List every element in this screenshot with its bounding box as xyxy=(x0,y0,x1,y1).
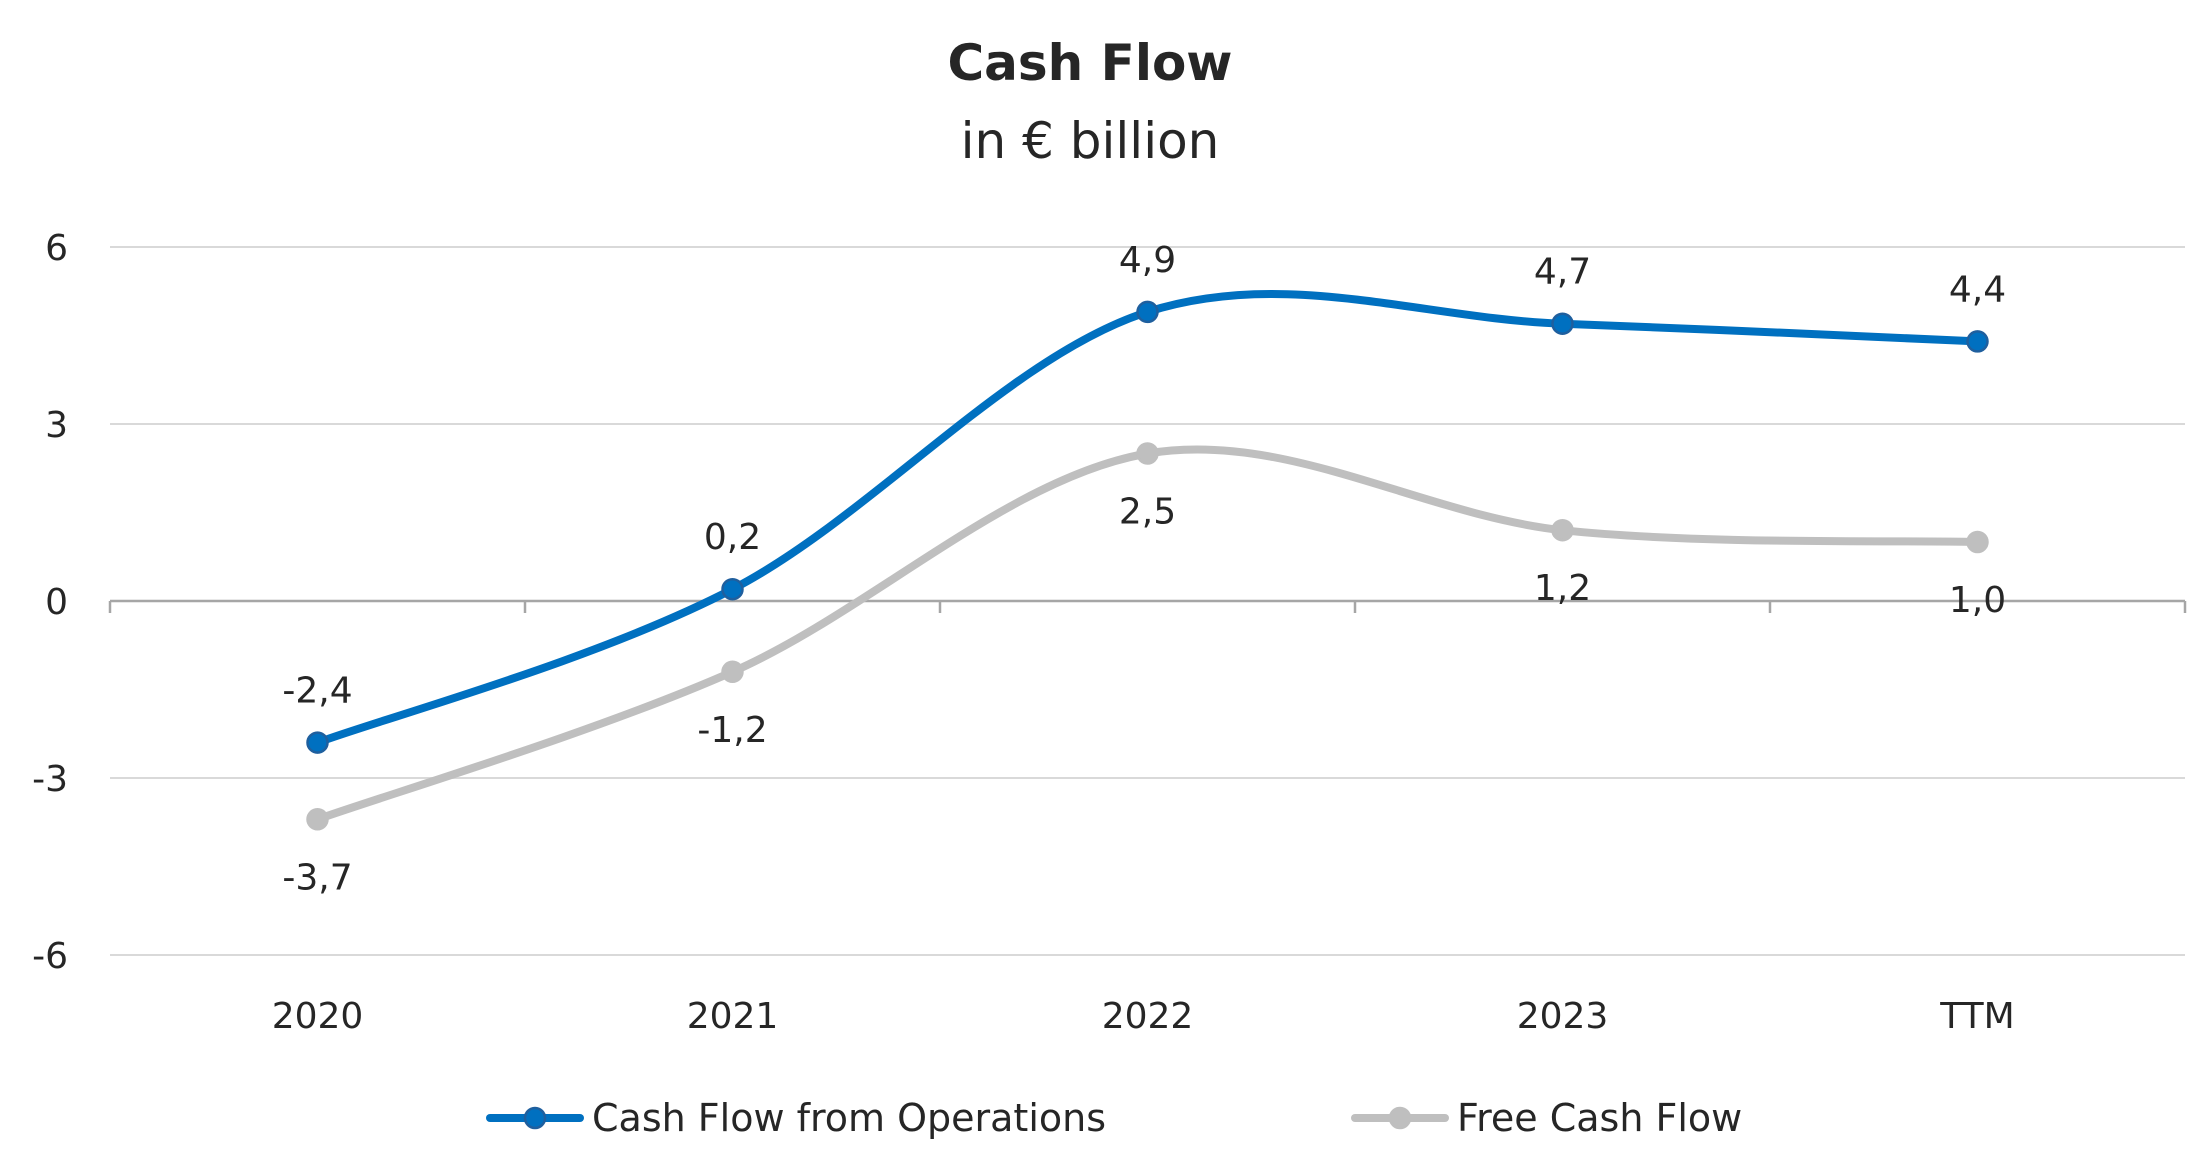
data-label-free-cash-flow: -1,2 xyxy=(697,710,767,751)
y-tick-label: -3 xyxy=(32,759,68,800)
x-tick-label: 2021 xyxy=(687,996,779,1037)
data-point-free-cash-flow xyxy=(721,660,744,684)
legend: Cash Flow from Operations Free Cash Flow xyxy=(486,1096,1742,1140)
gridlines xyxy=(110,246,2185,956)
legend-label: Cash Flow from Operations xyxy=(592,1096,1106,1140)
data-point-cash-flow-from-operations xyxy=(306,731,329,754)
x-tick-label: 2020 xyxy=(272,996,364,1037)
data-label-free-cash-flow: 1,2 xyxy=(1534,568,1591,609)
data-point-cash-flow-from-operations xyxy=(1136,300,1159,324)
data-label-cash-flow-from-operations: 4,7 xyxy=(1534,252,1591,293)
x-tick-label: TTM xyxy=(1939,996,2014,1037)
data-labels: -3,7 -1,2 2,5 1,2 1,0 -2,4 0,2 4,9 4,7 4,4 xyxy=(282,240,2006,898)
data-point-free-cash-flow xyxy=(1966,530,1989,554)
data-point-cash-flow-from-operations xyxy=(721,577,744,601)
x-tick-label: 2023 xyxy=(1517,996,1609,1037)
y-tick-label: -6 xyxy=(32,936,68,977)
y-tick-label: 6 xyxy=(45,228,68,269)
x-tick-label: 2022 xyxy=(1102,996,1194,1037)
data-label-free-cash-flow: 2,5 xyxy=(1119,492,1176,533)
axes xyxy=(108,599,2187,613)
y-axis-ticks: 6 3 0 -3 -6 xyxy=(32,228,68,977)
chart-subtitle: in € billion xyxy=(961,112,1220,170)
data-point-cash-flow-from-operations xyxy=(1966,330,1989,353)
data-label-free-cash-flow: 1,0 xyxy=(1949,580,2006,621)
legend-item-free-cash-flow: Free Cash Flow xyxy=(1351,1096,1742,1140)
data-label-cash-flow-from-operations: 0,2 xyxy=(704,517,761,558)
data-point-free-cash-flow xyxy=(1551,518,1574,542)
data-point-free-cash-flow xyxy=(306,808,329,831)
data-label-free-cash-flow: -3,7 xyxy=(282,857,352,898)
chart-title: Cash Flow xyxy=(947,34,1232,92)
data-point-free-cash-flow xyxy=(1136,442,1159,465)
y-tick-label: 3 xyxy=(45,405,68,446)
y-tick-label: 0 xyxy=(45,582,68,623)
data-label-cash-flow-from-operations: 4,4 xyxy=(1949,269,2006,310)
legend-label: Free Cash Flow xyxy=(1457,1096,1742,1140)
legend-swatch-marker xyxy=(1388,1106,1412,1130)
legend-item-cash-flow-from-operations: Cash Flow from Operations xyxy=(486,1096,1106,1140)
series-group xyxy=(306,290,1989,831)
x-axis-ticks: 2020 2021 2022 2023 TTM xyxy=(272,996,2015,1037)
legend-swatch-marker xyxy=(523,1106,547,1130)
data-point-cash-flow-from-operations xyxy=(1551,312,1574,335)
data-label-cash-flow-from-operations: 4,9 xyxy=(1119,240,1176,281)
data-label-cash-flow-from-operations: -2,4 xyxy=(282,671,352,712)
